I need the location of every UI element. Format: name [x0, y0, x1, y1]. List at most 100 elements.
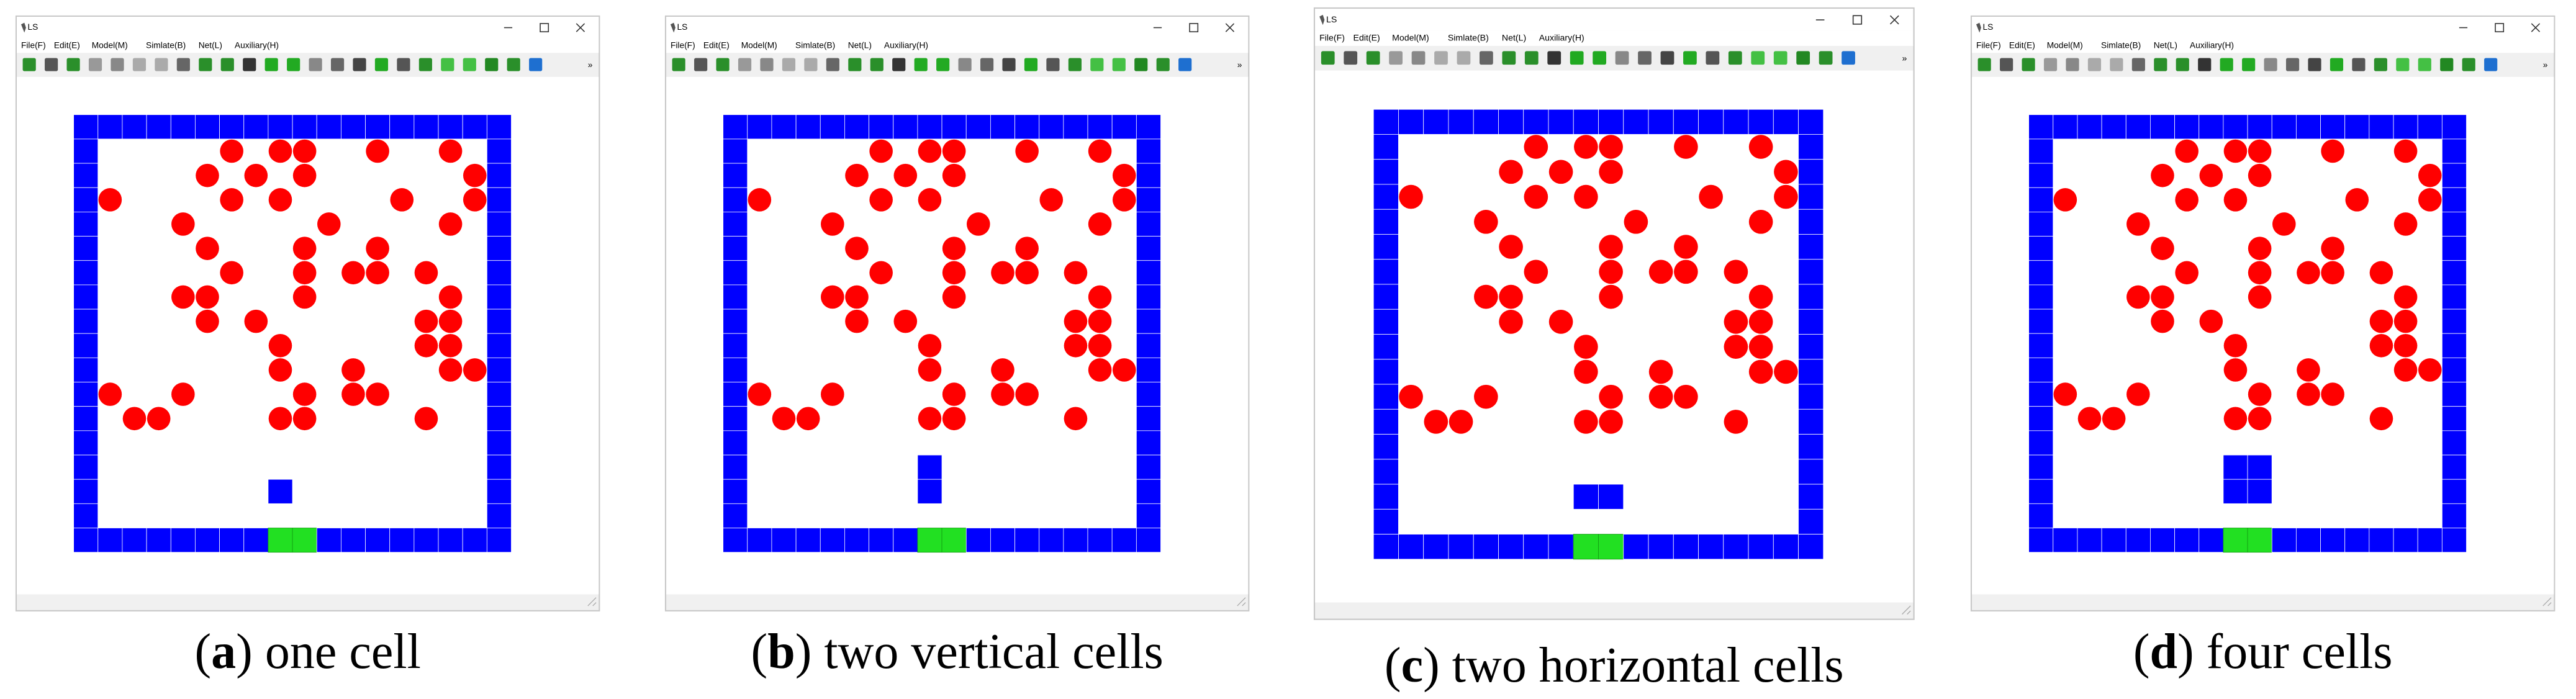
menu-item[interactable]: Net(L) — [2154, 40, 2177, 50]
toolbar-button[interactable] — [2198, 58, 2212, 71]
toolbar-button[interactable] — [155, 58, 168, 71]
toolbar-button[interactable] — [694, 58, 708, 71]
menu-item[interactable]: Edit(E) — [2009, 40, 2035, 50]
toolbar-button[interactable] — [1046, 58, 1060, 71]
toolbar-button[interactable] — [2396, 58, 2410, 71]
toolbar-button[interactable] — [1480, 51, 1493, 65]
close-button[interactable] — [1889, 15, 1899, 25]
toolbar-button[interactable] — [1547, 51, 1561, 65]
menu-item[interactable]: Edit(E) — [703, 40, 730, 50]
toolbar-button[interactable] — [1366, 51, 1380, 65]
maximize-button[interactable] — [2495, 23, 2505, 32]
toolbar-button[interactable] — [1683, 51, 1697, 65]
close-button[interactable] — [2531, 23, 2541, 32]
toolbar-button[interactable] — [1002, 58, 1016, 71]
toolbar-button[interactable] — [892, 58, 906, 71]
toolbar-button[interactable] — [2176, 58, 2189, 71]
toolbar-button[interactable] — [2000, 58, 2013, 71]
toolbar-button[interactable] — [782, 58, 796, 71]
toolbar-button[interactable] — [1570, 51, 1584, 65]
toolbar-button[interactable] — [1411, 51, 1426, 65]
toolbar-button[interactable] — [330, 58, 345, 71]
toolbar-button[interactable] — [2418, 58, 2431, 71]
toolbar-button[interactable] — [2264, 58, 2277, 71]
menu-item[interactable]: Auxiliary(H) — [2190, 40, 2234, 50]
toolbar-button[interactable] — [529, 58, 543, 71]
toolbar-button[interactable] — [1615, 51, 1629, 65]
menu-item[interactable]: Net(L) — [199, 40, 222, 50]
toolbar-button[interactable] — [1796, 51, 1810, 65]
menu-item[interactable]: File(F) — [1976, 40, 2001, 50]
toolbar-button[interactable] — [716, 58, 730, 71]
toolbar-button[interactable] — [1344, 51, 1358, 65]
toolbar-button[interactable] — [485, 58, 499, 71]
toolbar-button[interactable] — [848, 58, 862, 71]
toolbar-button[interactable] — [1728, 51, 1742, 65]
menu-item[interactable]: Auxiliary(H) — [884, 40, 928, 50]
toolbar-button[interactable] — [2285, 58, 2300, 71]
menu-item[interactable]: Edit(E) — [1354, 33, 1380, 43]
toolbar-button[interactable] — [1751, 51, 1765, 65]
toolbar-button[interactable] — [1524, 51, 1539, 65]
toolbar-button[interactable] — [1434, 51, 1448, 65]
toolbar-button[interactable] — [2374, 58, 2387, 71]
menu-item[interactable]: Simlate(B) — [795, 40, 835, 50]
menu-item[interactable]: Model(M) — [2047, 40, 2083, 50]
toolbar-button[interactable] — [1068, 58, 1082, 71]
toolbar-button[interactable] — [760, 58, 774, 71]
toolbar-button[interactable] — [1156, 58, 1170, 71]
toolbar-button[interactable] — [2110, 58, 2123, 71]
menu-item[interactable]: Auxiliary(H) — [1539, 33, 1584, 43]
toolbar-button[interactable] — [1638, 51, 1652, 65]
toolbar-button[interactable] — [2131, 58, 2145, 71]
toolbar-button[interactable] — [738, 58, 752, 71]
toolbar-button[interactable] — [1457, 51, 1471, 65]
toolbar-button[interactable] — [672, 58, 685, 71]
toolbar-button[interactable] — [2087, 58, 2102, 71]
toolbar-button[interactable] — [1090, 58, 1104, 71]
menu-item[interactable]: File(F) — [1319, 33, 1345, 43]
toolbar-button[interactable] — [1024, 58, 1038, 71]
toolbar-button[interactable] — [870, 58, 884, 71]
menu-item[interactable]: File(F) — [671, 40, 695, 50]
toolbar-button[interactable] — [936, 58, 950, 71]
menu-item[interactable]: Model(M) — [741, 40, 777, 50]
toolbar-button[interactable] — [2462, 58, 2475, 71]
maximize-button[interactable] — [1852, 15, 1863, 25]
toolbar-button[interactable] — [374, 58, 389, 71]
toolbar-button[interactable] — [220, 58, 234, 71]
toolbar-button[interactable] — [441, 58, 454, 71]
toolbar-button[interactable] — [1389, 51, 1403, 65]
toolbar-button[interactable] — [264, 58, 278, 71]
menu-item[interactable]: File(F) — [21, 40, 46, 50]
toolbar-button[interactable] — [2154, 58, 2167, 71]
toolbar-button[interactable] — [199, 58, 212, 71]
toolbar-button[interactable] — [1178, 58, 1192, 71]
toolbar-button[interactable] — [1660, 51, 1674, 65]
menu-item[interactable]: Model(M) — [1392, 33, 1429, 43]
toolbar-button[interactable] — [2352, 58, 2366, 71]
toolbar-button[interactable] — [804, 58, 818, 71]
toolbar-button[interactable] — [1502, 51, 1516, 65]
toolbar-button[interactable] — [507, 58, 520, 71]
toolbar-button[interactable] — [45, 58, 58, 71]
menu-item[interactable]: Edit(E) — [54, 40, 80, 50]
close-button[interactable] — [576, 23, 585, 32]
menu-item[interactable]: Auxiliary(H) — [235, 40, 279, 50]
toolbar-button[interactable] — [1842, 51, 1855, 65]
toolbar-button[interactable] — [1321, 51, 1335, 65]
toolbar-button[interactable] — [2043, 58, 2058, 71]
toolbar-button[interactable] — [1977, 58, 1991, 71]
maximize-button[interactable] — [540, 23, 549, 32]
toolbar-button[interactable] — [2440, 58, 2454, 71]
toolbar-button[interactable] — [287, 58, 301, 71]
toolbar-button[interactable] — [66, 58, 80, 71]
toolbar-button[interactable] — [111, 58, 124, 71]
maximize-button[interactable] — [1189, 23, 1199, 32]
toolbar-button[interactable] — [2242, 58, 2256, 71]
toolbar-button[interactable] — [88, 58, 102, 71]
toolbar-button[interactable] — [22, 58, 36, 71]
toolbar-button[interactable] — [397, 58, 410, 71]
toolbar-button[interactable] — [2066, 58, 2079, 71]
close-button[interactable] — [1225, 23, 1235, 32]
